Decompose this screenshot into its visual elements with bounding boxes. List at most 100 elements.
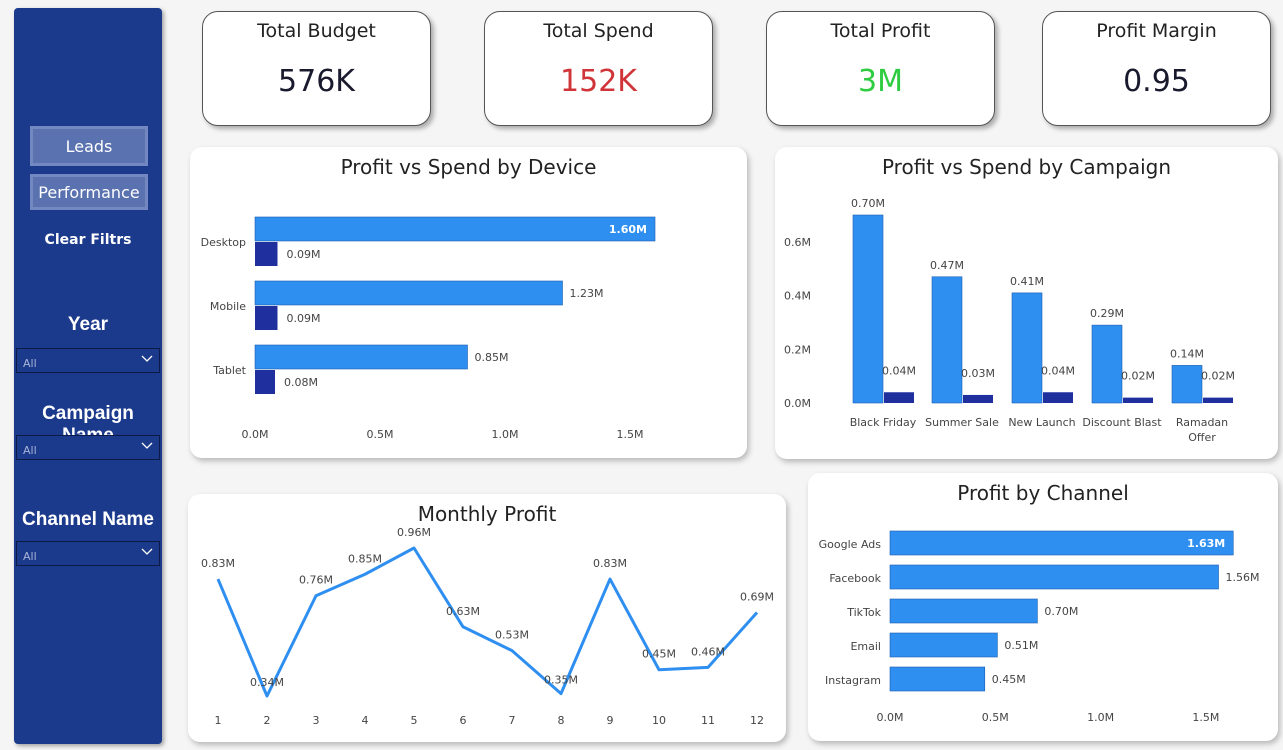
data-label: 1.63M [1187,537,1225,550]
profit-bar [254,280,563,306]
data-label: 0.04M [1041,364,1075,377]
chevron-down-icon [141,355,153,362]
campaign-chart-panel: Profit vs Spend by Campaign 0.0M 0.2M 0.4M… [775,147,1278,459]
monthly-chart: 0.83M 1 0.34M 2 0.76M 3 0.85M 4 0.96M 5 0.63M 6 0.53… [201,526,774,727]
x-tick-label: 6 [460,714,467,727]
x-tick-label: 8 [558,714,565,727]
data-label: 0.76M [299,574,333,587]
spend-bar [255,242,278,266]
profit-bar [254,216,656,242]
channel-slicer-value: All [23,550,37,563]
data-label: 0.96M [397,526,431,539]
chart-title: Profit by Channel [957,481,1129,505]
chart-title: Profit vs Spend by Device [340,155,597,179]
channel-slicer-title: Channel Name [22,509,154,530]
data-label: 1.23M [570,287,604,300]
profit-bar [1091,324,1123,404]
profit-bar [1171,365,1203,404]
x-tick-label: 4 [362,714,369,727]
category-label: Email [850,640,881,653]
channel-chart: Google Ads 1.63M Facebook 1.56M TikTok 0.70M E… [819,530,1260,724]
channel-slicer[interactable]: All [16,541,160,566]
x-tick-label: 5 [411,714,418,727]
data-label: 0.35M [544,674,578,687]
x-tick-label: 1.5M [617,428,644,441]
y-tick-label: 0.0M [784,397,811,410]
category-label: Google Ads [819,538,882,551]
kpi-label: Profit Margin [1096,20,1217,42]
data-label: 0.83M [201,557,235,570]
kpi-label: Total Spend [543,20,654,42]
leads-button[interactable]: Leads [30,126,148,166]
data-label: 0.02M [1201,370,1235,383]
data-label: 0.69M [740,590,774,603]
profit-bar [931,276,963,404]
device-chart: Desktop 1.60M 0.09M Mobile 1.23M 0.09M Tablet 0… [201,216,656,441]
data-label: 0.63M [446,605,480,618]
data-label: 0.41M [1010,275,1044,288]
data-label: 0.09M [287,312,321,325]
spend-bar [255,370,275,394]
kpi-label: Total Budget [257,20,376,42]
chart-title: Profit vs Spend by Campaign [881,155,1172,179]
category-label: Desktop [201,236,246,249]
data-label: 1.56M [1226,571,1260,584]
data-label: 0.29M [1090,307,1124,320]
category-label: Summer Sale [925,416,999,429]
x-tick-label: 1.5M [1192,711,1219,724]
data-label: 0.85M [348,552,382,565]
profit-bar [889,632,998,658]
profit-bar [852,214,884,404]
x-tick-label: 9 [607,714,614,727]
category-label: Discount Blast [1082,416,1162,429]
x-tick-label: 0.0M [242,428,269,441]
x-tick-label: 11 [701,714,715,727]
year-slicer-value: All [23,357,37,370]
clear-filters-button[interactable]: Clear Filtrs [44,232,132,248]
x-tick-label: 10 [652,714,666,727]
data-label: 0.14M [1170,347,1204,360]
kpi-value: 576K [278,64,355,99]
spend-bar [884,392,914,403]
data-label: 0.83M [593,557,627,570]
sidebar: Leads Performance Clear Filtrs Year All … [14,8,162,744]
channel-chart-panel: Profit by Channel Google Ads 1.63M Faceboo… [808,473,1278,741]
profit-bar [889,530,1234,556]
kpi-value: 0.95 [1123,64,1190,99]
x-tick-label: 2 [264,714,271,727]
x-tick-label: 12 [750,714,764,727]
category-label: Ramadan [1176,416,1228,429]
profit-bar [889,598,1038,624]
profit-bar [889,666,986,692]
data-label: 0.47M [930,259,964,272]
category-label: Mobile [210,300,246,313]
category-label: New Launch [1008,416,1075,429]
category-label: Instagram [825,674,881,687]
x-tick-label: 3 [313,714,320,727]
profit-bar [889,564,1219,590]
y-tick-label: 0.6M [784,236,811,249]
x-tick-label: 1 [215,714,222,727]
monthly-chart-panel: Monthly Profit 0.83M 1 0.34M 2 0.76M 3 0.85M 4 0… [188,494,786,742]
category-label: Offer [1188,431,1216,444]
kpi-value: 3M [858,64,903,99]
profit-bar [254,344,468,370]
performance-button[interactable]: Performance [30,174,148,210]
data-label: 0.51M [1004,639,1038,652]
data-label: 0.45M [642,648,676,661]
campaign-slicer[interactable]: All [16,435,160,460]
campaign-slicer-value: All [23,444,37,457]
profit-line [216,546,759,698]
y-tick-label: 0.4M [784,290,811,303]
data-label: 0.34M [250,676,284,689]
year-slicer[interactable]: All [16,348,160,373]
category-label: TikTok [846,606,881,619]
x-tick-label: 0.5M [982,711,1009,724]
kpi-card-total-spend: Total Spend 152K [484,11,713,126]
campaign-chart: 0.0M 0.2M 0.4M 0.6M 0.70M 0.04M Black Friday 0.… [784,197,1235,444]
kpi-card-total-budget: Total Budget 576K [202,11,431,126]
profit-bar [1011,292,1043,404]
data-label: 0.53M [495,629,529,642]
kpi-value: 152K [560,64,637,99]
